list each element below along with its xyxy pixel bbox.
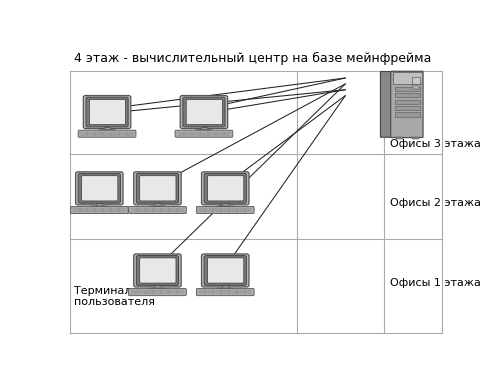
Bar xyxy=(413,86,419,89)
FancyBboxPatch shape xyxy=(208,176,244,201)
FancyBboxPatch shape xyxy=(149,206,166,209)
Bar xyxy=(154,285,160,289)
Text: 4 этаж - вычислительный центр на базе мейнфрейма: 4 этаж - вычислительный центр на базе ме… xyxy=(74,52,432,66)
FancyBboxPatch shape xyxy=(180,96,228,129)
FancyBboxPatch shape xyxy=(86,97,128,127)
FancyBboxPatch shape xyxy=(202,254,249,287)
FancyBboxPatch shape xyxy=(82,176,118,201)
FancyBboxPatch shape xyxy=(78,173,120,203)
FancyBboxPatch shape xyxy=(136,173,178,203)
FancyBboxPatch shape xyxy=(140,258,176,283)
Bar xyxy=(222,285,228,289)
FancyBboxPatch shape xyxy=(196,288,254,296)
Bar xyxy=(412,137,419,139)
Bar xyxy=(395,112,419,117)
FancyBboxPatch shape xyxy=(128,207,186,213)
FancyBboxPatch shape xyxy=(134,172,181,205)
FancyBboxPatch shape xyxy=(70,207,128,213)
FancyBboxPatch shape xyxy=(204,256,246,285)
FancyBboxPatch shape xyxy=(186,99,222,125)
Bar xyxy=(395,93,419,97)
FancyBboxPatch shape xyxy=(204,173,246,203)
FancyBboxPatch shape xyxy=(196,207,254,213)
Bar xyxy=(412,77,420,84)
Bar xyxy=(222,203,228,207)
FancyBboxPatch shape xyxy=(90,99,126,125)
FancyBboxPatch shape xyxy=(140,176,176,201)
FancyBboxPatch shape xyxy=(390,71,423,138)
FancyBboxPatch shape xyxy=(202,172,249,205)
Bar xyxy=(201,127,207,130)
Text: Офисы 2 этажа: Офисы 2 этажа xyxy=(390,198,481,208)
Bar xyxy=(395,99,419,104)
FancyBboxPatch shape xyxy=(84,96,131,129)
FancyBboxPatch shape xyxy=(175,130,233,137)
FancyBboxPatch shape xyxy=(98,130,116,133)
Bar xyxy=(395,106,419,110)
FancyBboxPatch shape xyxy=(217,206,234,209)
FancyBboxPatch shape xyxy=(380,72,394,137)
FancyBboxPatch shape xyxy=(196,130,212,133)
FancyBboxPatch shape xyxy=(134,254,181,287)
FancyBboxPatch shape xyxy=(149,288,166,291)
Bar xyxy=(392,72,422,84)
FancyBboxPatch shape xyxy=(208,258,244,283)
FancyBboxPatch shape xyxy=(128,288,186,296)
FancyBboxPatch shape xyxy=(76,172,123,205)
Text: Офисы 3 этажа: Офисы 3 этажа xyxy=(390,139,481,149)
FancyBboxPatch shape xyxy=(136,256,178,285)
FancyBboxPatch shape xyxy=(91,206,108,209)
Text: Офисы 1 этажа: Офисы 1 этажа xyxy=(390,279,481,288)
Bar xyxy=(396,137,404,139)
FancyBboxPatch shape xyxy=(78,130,136,137)
Bar xyxy=(395,86,419,91)
Bar xyxy=(154,203,160,207)
Bar xyxy=(104,127,110,130)
FancyBboxPatch shape xyxy=(217,288,234,291)
Bar xyxy=(96,203,102,207)
FancyBboxPatch shape xyxy=(183,97,225,127)
Text: Терминал
пользователя: Терминал пользователя xyxy=(74,286,155,307)
